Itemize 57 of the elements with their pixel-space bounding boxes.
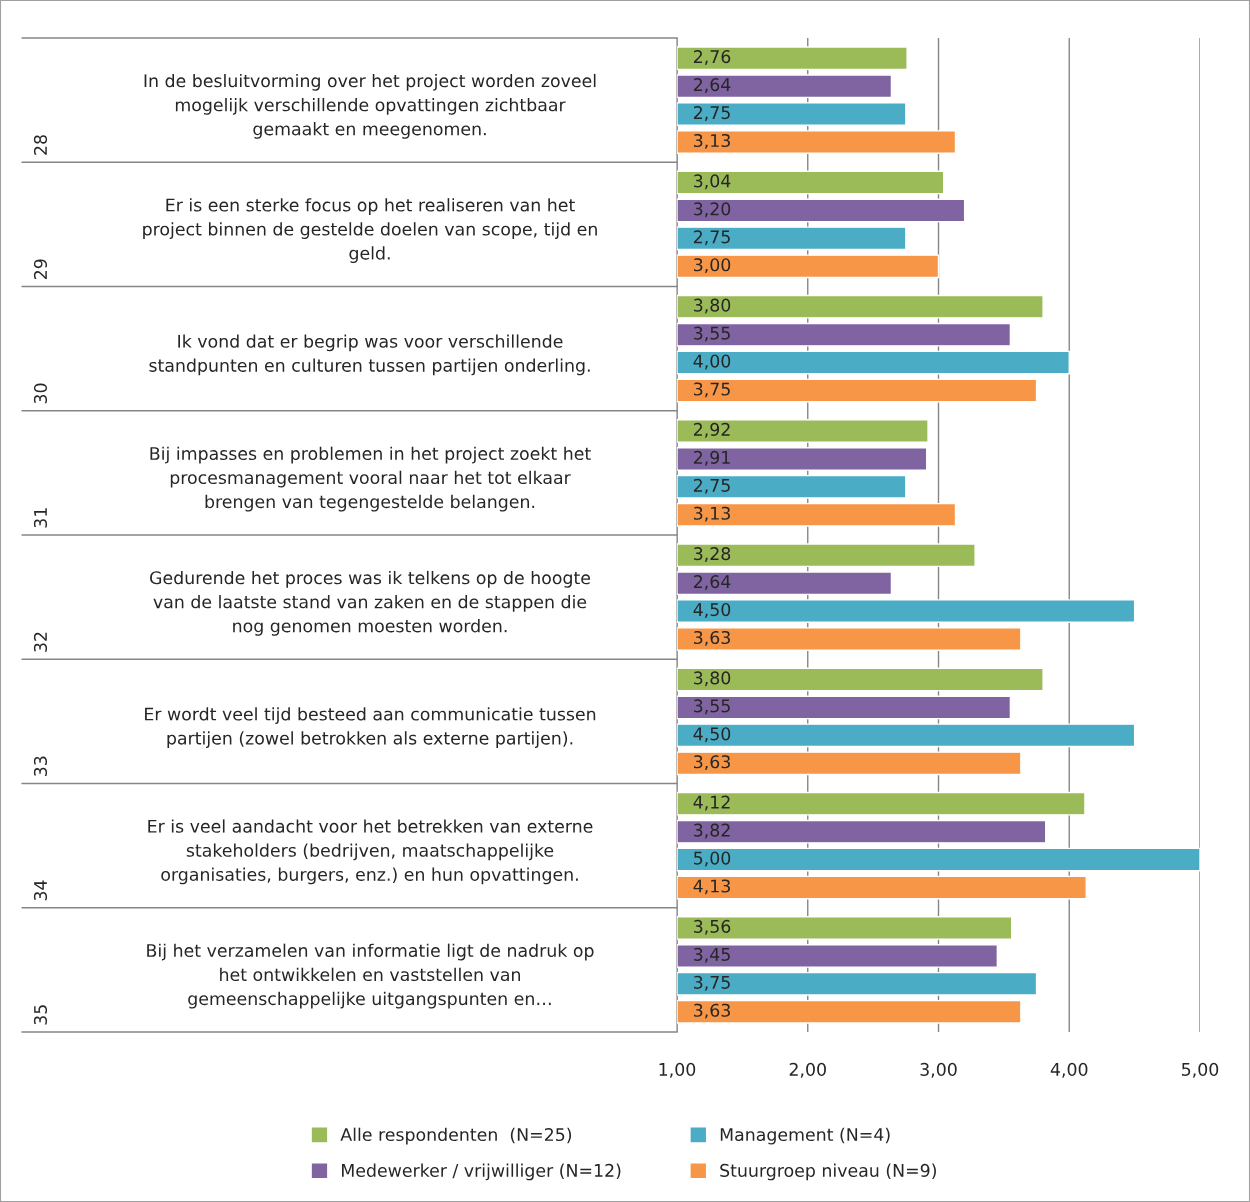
data-label: 3,63 xyxy=(694,755,730,771)
data-label: 3,80 xyxy=(694,671,731,687)
data-label: 3,28 xyxy=(694,547,731,562)
data-label: 3,04 xyxy=(694,174,731,190)
data-label: 3,75 xyxy=(694,382,730,398)
y-tick-label: Gedurende het proces was ik telkens op de hoogte van de laatste stand van zaken en de stappen die nog genomen moesten worden. xyxy=(150,570,591,636)
data-label: 3,56 xyxy=(694,919,731,935)
data-label: 3,00 xyxy=(694,258,731,274)
data-label: 3,80 xyxy=(694,298,731,314)
data-label: 3,55 xyxy=(694,326,730,342)
data-label: 3,13 xyxy=(694,506,730,522)
legend-label: Stuurgroep niveau (N=9) xyxy=(720,1163,936,1181)
y-tick-label: Er is een sterke focus op het realiseren van het project binnen de gestelde doelen van scope, tijd en geld. xyxy=(143,198,597,264)
text: 29 xyxy=(33,259,48,280)
data-label: 3,13 xyxy=(694,133,730,149)
x-tick-label: 3,00 xyxy=(920,1062,957,1078)
data-label: 2,75 xyxy=(693,478,730,494)
data-label: 4,50 xyxy=(693,603,731,618)
data-label: 3,75 xyxy=(694,975,730,991)
data-label: 3,82 xyxy=(694,823,730,839)
data-label: 4,00 xyxy=(693,354,731,370)
text: 33 xyxy=(33,756,48,776)
data-label: 4,50 xyxy=(693,727,731,743)
text: 32 xyxy=(33,632,48,652)
data-label: 5,00 xyxy=(694,851,731,867)
data-label: 3,63 xyxy=(694,630,730,646)
data-label: 3,20 xyxy=(694,202,731,218)
y-tick-label: Er is veel aandacht voor het betrekken van externe stakeholders (bedrijven, maatschappelijke organisaties, burgers, enz.) en hun opvattingen. xyxy=(148,819,593,885)
text: 30 xyxy=(33,383,48,404)
legend-label: Medewerker / vrijwilliger (N=12) xyxy=(342,1163,621,1181)
data-label: 3,63 xyxy=(694,1003,730,1019)
y-tick-label: Er wordt veel tijd besteed aan communicatie tussen partijen (zowel betrokken als externe partijen). xyxy=(145,707,596,749)
data-label: 3,55 xyxy=(694,699,730,715)
text: 28 xyxy=(33,135,48,155)
data-label: 2,92 xyxy=(693,422,730,438)
data-label: 2,64 xyxy=(693,78,731,93)
x-tick-label: 2,00 xyxy=(789,1062,826,1078)
data-label: 4,13 xyxy=(693,879,730,895)
data-label: 2,75 xyxy=(693,106,730,121)
text: 35 xyxy=(33,1005,48,1025)
data-label: 2,91 xyxy=(693,450,730,466)
x-tick-label: 5,00 xyxy=(1182,1062,1219,1078)
data-label: 2,75 xyxy=(693,230,730,246)
x-tick-label: 4,00 xyxy=(1050,1062,1088,1078)
text: 31 xyxy=(33,508,48,528)
text: 34 xyxy=(33,880,48,901)
data-label: 3,45 xyxy=(694,947,730,963)
y-tick-label: Bij het verzamelen van informatie ligt de nadruk op het ontwikkelen en vaststellen van gemeenschappelijke uitgangspunten en… xyxy=(147,943,594,1009)
legend-label: Management (N=4) xyxy=(720,1127,890,1145)
data-label: 2,64 xyxy=(693,575,731,590)
data-label: 4,12 xyxy=(693,795,730,811)
y-tick-label: Ik vond dat er begrip was voor verschillende standpunten en culturen tussen partijen onderling. xyxy=(149,334,590,376)
x-tick-label: 1,00 xyxy=(659,1062,696,1078)
legend-label: Alle respondenten (N=25) xyxy=(340,1127,572,1145)
data-label: 2,76 xyxy=(693,50,731,65)
y-tick-label: In de besluitvorming over het project worden zoveel mogelijk verschillende opvattingen zichtbaar gemaakt en meegenomen. xyxy=(144,73,596,139)
y-tick-label: Bij impasses en problemen in het project zoekt het procesmanagement vooral naar het tot elkaar brengen van tegengestelde belangen. xyxy=(150,446,591,512)
